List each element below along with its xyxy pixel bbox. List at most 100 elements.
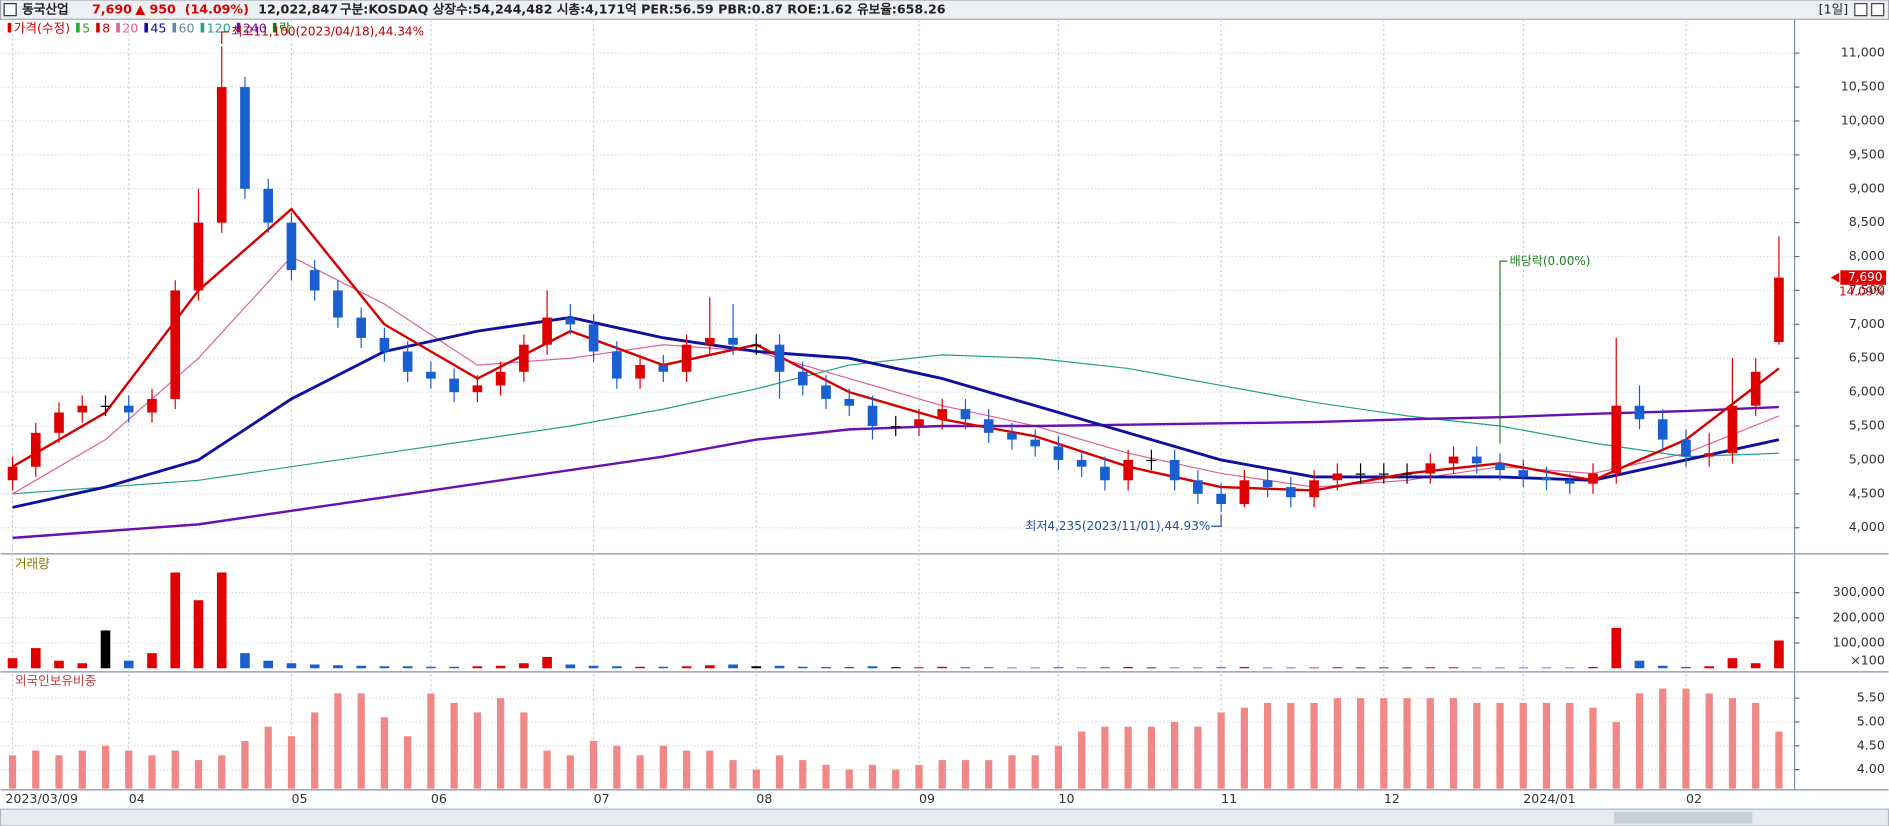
- foreign-bar: [1194, 726, 1202, 789]
- foreign-bar: [497, 698, 505, 789]
- foreign-bar: [1566, 702, 1574, 789]
- volume-bar: [1309, 667, 1319, 669]
- foreign-bar: [334, 693, 342, 789]
- volume-bar: [240, 653, 250, 669]
- info: 구분:KOSDAQ 상장수:54,244,482 시총:4,171억 PER:5…: [340, 2, 946, 17]
- volume-bar: [1681, 667, 1691, 669]
- legend-label: 5: [82, 20, 90, 35]
- candle-body: [356, 317, 366, 338]
- volume-bar: [1750, 663, 1761, 669]
- foreign-bar: [1171, 721, 1179, 789]
- volume-bar: [635, 666, 645, 669]
- volume-bar: [356, 665, 366, 669]
- y-tick-label: 9,500: [1849, 146, 1885, 161]
- volume-bar: [402, 666, 413, 669]
- candle-body: [983, 419, 994, 433]
- foreign-bar: [938, 760, 946, 789]
- y-tick-label: 5.50: [1857, 690, 1885, 705]
- volume-bar: [472, 666, 483, 669]
- volume-bar: [1378, 667, 1389, 669]
- candle-body: [379, 337, 390, 352]
- candle-body: [1634, 405, 1645, 420]
- candle-body: [867, 405, 878, 427]
- volume-bar: [1611, 627, 1622, 669]
- y-tick-label: 8,000: [1849, 248, 1885, 263]
- price-tag: [1840, 270, 1887, 285]
- x-tick-label: 09: [919, 791, 935, 806]
- foreign-bar: [1705, 693, 1713, 789]
- volume-bar: [1100, 667, 1110, 669]
- foreign-bar: [845, 769, 853, 789]
- volume-bar: [147, 653, 157, 669]
- window-button[interactable]: [1871, 3, 1885, 17]
- x-tick-label: 02: [1686, 791, 1702, 806]
- candle-body: [402, 351, 413, 372]
- foreign-bar: [8, 755, 17, 789]
- volume-bar: [565, 664, 576, 669]
- volume-bar: [1471, 667, 1482, 669]
- candle-body: [54, 412, 64, 433]
- foreign-bar: [1124, 726, 1132, 789]
- candle-body: [1355, 473, 1366, 475]
- scrollbar[interactable]: [0, 808, 1889, 826]
- foreign-bar: [78, 750, 86, 789]
- volume-bar: [286, 663, 297, 669]
- moving-average: [11, 207, 1780, 492]
- volume-bar: [867, 666, 878, 669]
- x-tick-label: 11: [1221, 791, 1237, 806]
- candle-body: [1588, 473, 1598, 484]
- x-tick-label: 08: [756, 791, 772, 806]
- annotation: 최저4,235(2023/11/01),44.93%: [1025, 519, 1210, 533]
- legend-label: 20: [122, 20, 138, 35]
- x-tick-label: 2023/03/09: [5, 791, 78, 806]
- volume-bar: [1123, 667, 1133, 669]
- volume-bar: [914, 667, 924, 669]
- candle-body: [635, 365, 645, 379]
- volume-bar: [1588, 667, 1598, 669]
- volume-bar: [1030, 667, 1041, 669]
- price-pointer: [1830, 272, 1840, 283]
- candle-body: [1704, 453, 1715, 457]
- checkbox[interactable]: [3, 3, 17, 17]
- volume-bar: [1425, 667, 1436, 669]
- foreign-bar: [613, 745, 621, 789]
- foreign-bar: [101, 745, 110, 789]
- volume-bar: [728, 664, 738, 669]
- foreign-bar: [566, 755, 574, 789]
- foreign-bar: [822, 764, 830, 789]
- annotation-arrow: [221, 31, 229, 44]
- period[interactable]: [1일]: [1819, 2, 1849, 17]
- x-tick-label: 2024/01: [1523, 791, 1575, 806]
- legend-swatch: [272, 22, 277, 33]
- candle-body: [890, 426, 901, 428]
- y-tick-label: 6,500: [1849, 350, 1885, 365]
- volume-bar: [890, 667, 901, 669]
- legend-swatch: [144, 22, 148, 33]
- y-tick-label: 11,000: [1841, 45, 1885, 60]
- foreign-bar: [985, 760, 993, 789]
- candle-body: [1681, 439, 1691, 457]
- candle-body: [519, 344, 529, 372]
- scroll-thumb[interactable]: [1613, 811, 1753, 824]
- y-tick-label: 5.00: [1857, 713, 1885, 728]
- foreign-bar: [589, 741, 598, 789]
- volume-bar: [751, 666, 762, 669]
- candle-body: [216, 87, 227, 223]
- foreign-bar: [1449, 698, 1458, 789]
- legend-swatch: [200, 22, 205, 33]
- candle-body: [240, 87, 250, 189]
- x-tick-label: 06: [431, 791, 447, 806]
- volume-bar: [1239, 667, 1250, 669]
- foreign-bar: [1635, 693, 1644, 789]
- window-button[interactable]: [1854, 3, 1868, 17]
- x-tick-label: 05: [291, 791, 307, 806]
- foreign-bar: [1728, 698, 1737, 789]
- volume-bar: [1402, 667, 1412, 669]
- volume-bar: [1216, 667, 1226, 669]
- foreign-bar: [868, 764, 877, 789]
- foreign-bar: [427, 693, 435, 789]
- candle-body: [472, 385, 483, 393]
- legend-swatch: [76, 22, 80, 33]
- foreign-bar: [543, 750, 551, 789]
- price: 7,690: [92, 2, 132, 17]
